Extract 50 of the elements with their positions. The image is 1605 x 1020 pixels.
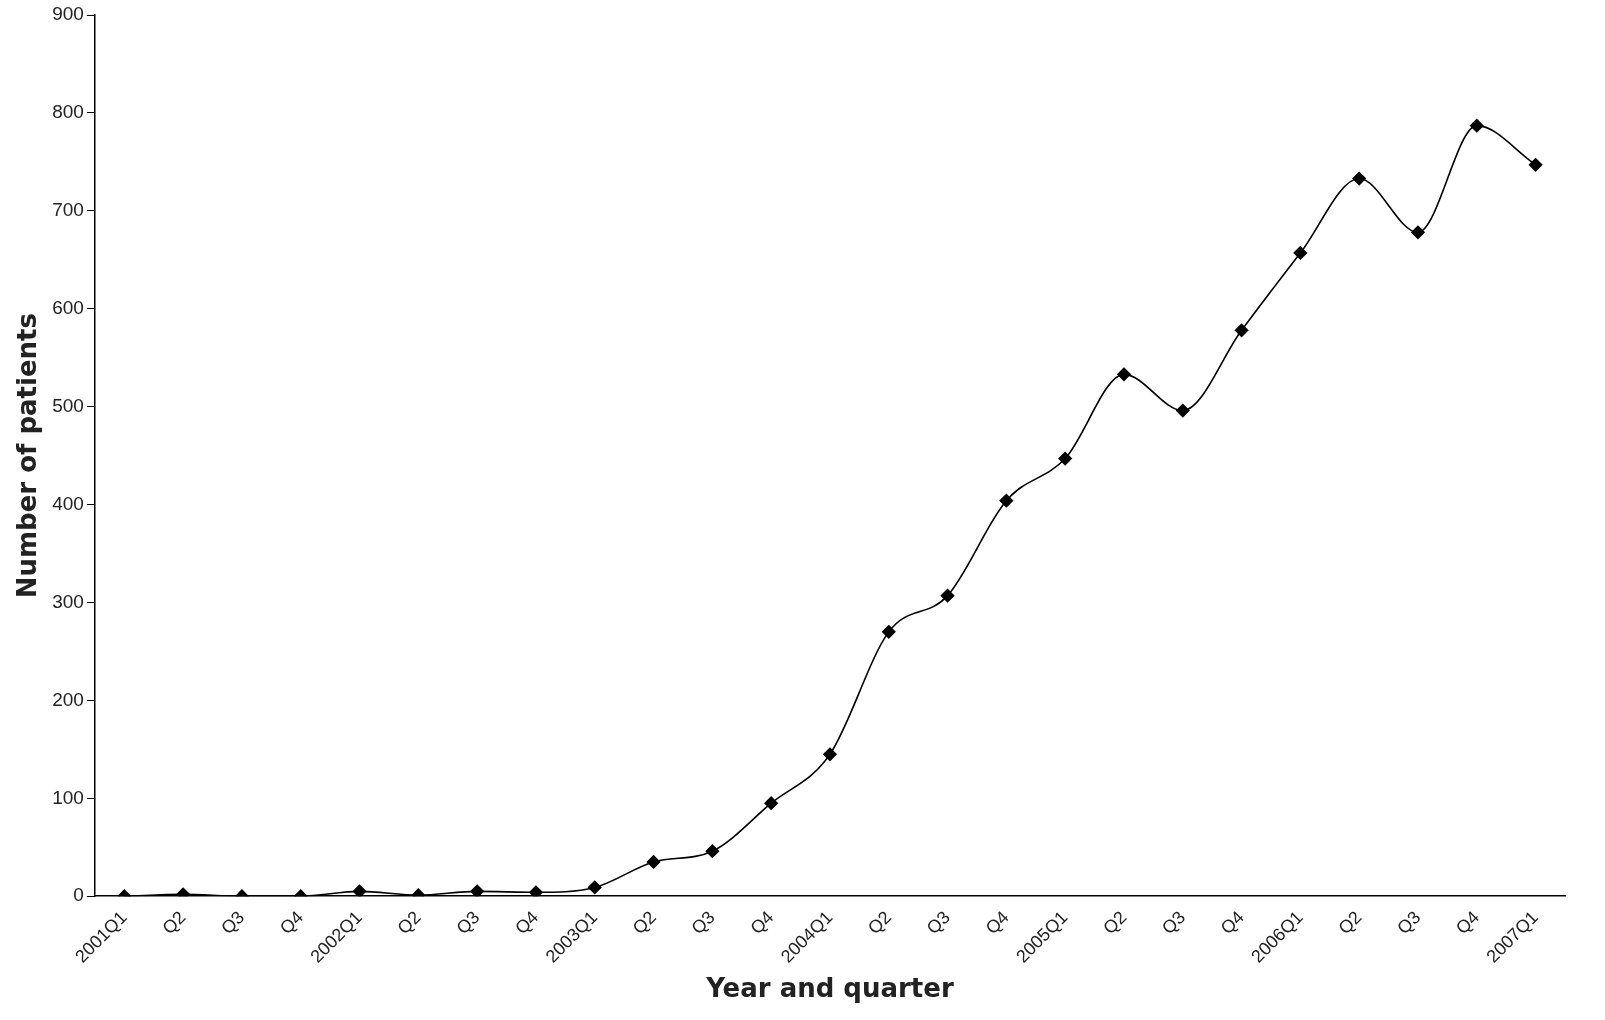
x-tick-label: Q2: [158, 907, 190, 939]
x-tick-label: Q3: [1157, 907, 1190, 939]
x-tick-label: Q3: [1393, 907, 1425, 939]
point: [1469, 118, 1484, 133]
point: [1234, 323, 1249, 338]
y-tick-label: 400: [52, 492, 84, 514]
y-tick-label: 0: [73, 884, 84, 906]
point: [352, 884, 367, 897]
x-tick-label: Q4: [275, 907, 308, 939]
x-tick-label: Q2: [863, 907, 896, 939]
x-tick-label: Q3: [217, 907, 249, 939]
x-tick-label: Q4: [981, 907, 1013, 939]
point: [1411, 225, 1425, 240]
x-tick-label: Q3: [452, 907, 484, 939]
point: [705, 844, 720, 858]
point: [470, 884, 484, 897]
y-axis-title: Number of patients: [12, 312, 43, 599]
x-tick-label: Q2: [1334, 907, 1366, 939]
point: [646, 855, 661, 869]
point: [1175, 403, 1190, 418]
x-axis-title: Year and quarter: [705, 973, 954, 1004]
y-tick-label: 300: [52, 590, 84, 612]
point: [764, 796, 778, 811]
point: [1117, 367, 1131, 382]
point: [1058, 451, 1072, 466]
x-tick-label: Q4: [746, 907, 778, 939]
x-tick-label: Q2: [628, 907, 660, 939]
point: [1528, 158, 1543, 172]
point: [999, 493, 1014, 508]
point: [1352, 171, 1366, 186]
y-tick-label: 200: [52, 688, 84, 710]
x-tick-label: Q4: [1216, 907, 1248, 939]
point: [587, 880, 602, 895]
y-tick-label: 800: [52, 101, 84, 123]
x-tick-label: Q3: [687, 907, 719, 939]
x-tick-label: Q4: [1452, 907, 1484, 939]
x-tick-label: Q2: [393, 907, 425, 939]
x-tick-label: Q2: [1099, 907, 1131, 939]
y-tick-label: 900: [52, 3, 84, 25]
y-tick-label: 700: [52, 199, 84, 221]
y-tick-label: 100: [52, 786, 84, 808]
point: [1293, 246, 1308, 260]
y-tick-label: 600: [52, 296, 84, 318]
y-tick-label: 500: [52, 394, 84, 416]
point: [823, 747, 837, 762]
point: [881, 625, 896, 639]
x-tick-label: Q4: [511, 907, 543, 939]
x-tick-label: Q3: [922, 907, 954, 939]
point: [940, 588, 955, 603]
point: [529, 885, 543, 897]
